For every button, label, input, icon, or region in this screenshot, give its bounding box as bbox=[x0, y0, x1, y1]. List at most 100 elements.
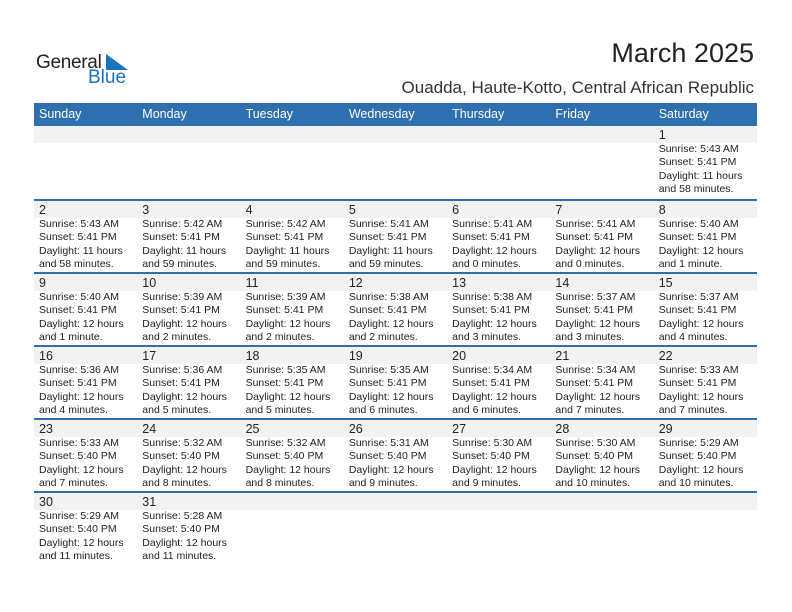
day-number: 24 bbox=[142, 422, 157, 436]
daylight-text-cont: and 3 minutes. bbox=[555, 331, 625, 344]
sunset-text: Sunset: 5:41 PM bbox=[142, 377, 220, 390]
sunset-text: Sunset: 5:41 PM bbox=[142, 231, 220, 244]
daylight-text: Daylight: 12 hours bbox=[39, 463, 124, 476]
logo: General Blue bbox=[36, 52, 136, 92]
sunset-text: Sunset: 5:41 PM bbox=[39, 231, 117, 244]
week-row: 9 Sunrise: 5:40 AM Sunset: 5:41 PM Daylight… bbox=[34, 272, 757, 345]
week-row: 1 Sunrise: 5:43 AM Sunset: 5:41 PM Daylight… bbox=[34, 126, 757, 199]
day-cell: 30 Sunrise: 5:29 AM Sunset: 5:40 PM Dayligh… bbox=[34, 493, 137, 564]
sunrise-text: Sunrise: 5:41 AM bbox=[452, 218, 533, 230]
daylight-text-cont: and 1 minute. bbox=[658, 258, 723, 271]
sunset-text: Sunset: 5:41 PM bbox=[452, 231, 530, 244]
sunset-text: Sunset: 5:40 PM bbox=[142, 523, 220, 536]
sunset-text: Sunset: 5:41 PM bbox=[658, 156, 737, 169]
daylight-text-cont: and 2 minutes. bbox=[348, 331, 418, 344]
daylight-text: Daylight: 11 hours bbox=[348, 244, 433, 257]
sunset-text: Sunset: 5:41 PM bbox=[658, 304, 737, 317]
day-cell: 11 Sunrise: 5:39 AM Sunset: 5:41 PM Dayligh… bbox=[241, 274, 344, 345]
daylight-text: Daylight: 12 hours bbox=[348, 317, 434, 330]
sunset-text: Sunset: 5:41 PM bbox=[39, 304, 117, 317]
daylight-text: Daylight: 12 hours bbox=[142, 390, 227, 403]
daylight-text: Daylight: 12 hours bbox=[348, 463, 434, 476]
sunset-text: Sunset: 5:40 PM bbox=[452, 450, 530, 463]
daylight-text-cont: and 6 minutes. bbox=[348, 404, 418, 417]
logo-text-blue: Blue bbox=[88, 67, 127, 88]
day-number: 25 bbox=[245, 422, 260, 436]
day-cell: 27 Sunrise: 5:30 AM Sunset: 5:40 PM Dayligh… bbox=[447, 420, 550, 491]
sunrise-text: Sunrise: 5:33 AM bbox=[39, 437, 119, 449]
sunrise-text: Sunrise: 5:35 AM bbox=[348, 364, 429, 376]
day-cell: 9 Sunrise: 5:40 AM Sunset: 5:41 PM Daylight… bbox=[34, 274, 137, 345]
daylight-text-cont: and 8 minutes. bbox=[142, 477, 212, 490]
daylight-text: Daylight: 12 hours bbox=[658, 244, 744, 257]
sunrise-text: Sunrise: 5:33 AM bbox=[658, 364, 739, 376]
weekday-sunday: Sunday bbox=[39, 107, 82, 121]
day-number: 26 bbox=[348, 422, 363, 436]
day-cell: 26 Sunrise: 5:31 AM Sunset: 5:40 PM Dayligh… bbox=[344, 420, 447, 491]
day-number: 1 bbox=[658, 128, 666, 142]
empty-cell bbox=[137, 126, 240, 197]
daylight-text: Daylight: 12 hours bbox=[555, 244, 641, 257]
sunset-text: Sunset: 5:41 PM bbox=[348, 377, 427, 390]
day-number: 15 bbox=[658, 276, 673, 290]
day-cell: 17 Sunrise: 5:36 AM Sunset: 5:41 PM Dayligh… bbox=[137, 347, 240, 418]
sunset-text: Sunset: 5:40 PM bbox=[555, 450, 634, 463]
day-cell: 14 Sunrise: 5:37 AM Sunset: 5:41 PM Dayligh… bbox=[550, 274, 653, 345]
daylight-text: Daylight: 12 hours bbox=[245, 317, 331, 330]
sunrise-text: Sunrise: 5:30 AM bbox=[555, 437, 636, 449]
day-number: 16 bbox=[39, 349, 53, 363]
sunset-text: Sunset: 5:40 PM bbox=[658, 450, 737, 463]
daylight-text: Daylight: 12 hours bbox=[39, 536, 124, 549]
day-cell: 25 Sunrise: 5:32 AM Sunset: 5:40 PM Dayligh… bbox=[241, 420, 344, 491]
day-number: 23 bbox=[39, 422, 53, 436]
date-strip bbox=[34, 126, 757, 143]
weekday-header: Sunday Monday Tuesday Wednesday Thursday Frid… bbox=[34, 103, 757, 126]
daylight-text: Daylight: 12 hours bbox=[245, 463, 331, 476]
day-number: 11 bbox=[245, 276, 259, 290]
daylight-text: Daylight: 12 hours bbox=[39, 390, 124, 403]
day-number: 19 bbox=[348, 349, 363, 363]
day-cell: 23 Sunrise: 5:33 AM Sunset: 5:40 PM Dayligh… bbox=[34, 420, 137, 491]
sunset-text: Sunset: 5:41 PM bbox=[245, 377, 324, 390]
day-number: 8 bbox=[658, 203, 666, 217]
week-row: 2 Sunrise: 5:43 AM Sunset: 5:41 PM Daylight… bbox=[34, 199, 757, 272]
sunrise-text: Sunrise: 5:32 AM bbox=[142, 437, 223, 449]
empty-cell bbox=[241, 126, 344, 197]
daylight-text: Daylight: 12 hours bbox=[142, 536, 227, 549]
sunrise-text: Sunrise: 5:28 AM bbox=[142, 510, 223, 522]
empty-cell bbox=[344, 126, 447, 197]
sunrise-text: Sunrise: 5:35 AM bbox=[245, 364, 326, 376]
day-cell: 5 Sunrise: 5:41 AM Sunset: 5:41 PM Daylight… bbox=[344, 201, 447, 272]
sunrise-text: Sunrise: 5:29 AM bbox=[39, 510, 119, 522]
day-number: 27 bbox=[452, 422, 467, 436]
daylight-text-cont: and 7 minutes. bbox=[39, 477, 108, 490]
daylight-text: Daylight: 12 hours bbox=[658, 390, 744, 403]
day-number: 18 bbox=[245, 349, 260, 363]
sunset-text: Sunset: 5:40 PM bbox=[39, 523, 117, 536]
daylight-text: Daylight: 12 hours bbox=[39, 317, 124, 330]
day-cell: 2 Sunrise: 5:43 AM Sunset: 5:41 PM Daylight… bbox=[34, 201, 137, 272]
daylight-text-cont: and 4 minutes. bbox=[39, 404, 108, 417]
day-cell: 29 Sunrise: 5:29 AM Sunset: 5:40 PM Dayligh… bbox=[654, 420, 757, 491]
sunrise-text: Sunrise: 5:34 AM bbox=[452, 364, 533, 376]
sunrise-text: Sunrise: 5:40 AM bbox=[658, 218, 739, 230]
day-number: 22 bbox=[658, 349, 673, 363]
day-cell: 22 Sunrise: 5:33 AM Sunset: 5:41 PM Dayligh… bbox=[654, 347, 757, 418]
day-number: 31 bbox=[142, 495, 157, 509]
sunset-text: Sunset: 5:40 PM bbox=[348, 450, 427, 463]
weekday-saturday: Saturday bbox=[658, 107, 709, 121]
empty-cell bbox=[654, 493, 757, 564]
daylight-text-cont: and 0 minutes. bbox=[555, 258, 625, 271]
day-cell: 13 Sunrise: 5:38 AM Sunset: 5:41 PM Dayligh… bbox=[447, 274, 550, 345]
daylight-text: Daylight: 12 hours bbox=[452, 317, 537, 330]
daylight-text: Daylight: 12 hours bbox=[555, 463, 641, 476]
day-cell: 18 Sunrise: 5:35 AM Sunset: 5:41 PM Dayligh… bbox=[241, 347, 344, 418]
day-number: 7 bbox=[555, 203, 563, 217]
daylight-text: Daylight: 12 hours bbox=[658, 463, 744, 476]
sunrise-text: Sunrise: 5:29 AM bbox=[658, 437, 739, 449]
daylight-text: Daylight: 12 hours bbox=[452, 244, 537, 257]
empty-cell bbox=[550, 493, 653, 564]
daylight-text: Daylight: 12 hours bbox=[555, 317, 641, 330]
daylight-text: Daylight: 11 hours bbox=[142, 244, 227, 257]
day-number: 30 bbox=[39, 495, 53, 509]
